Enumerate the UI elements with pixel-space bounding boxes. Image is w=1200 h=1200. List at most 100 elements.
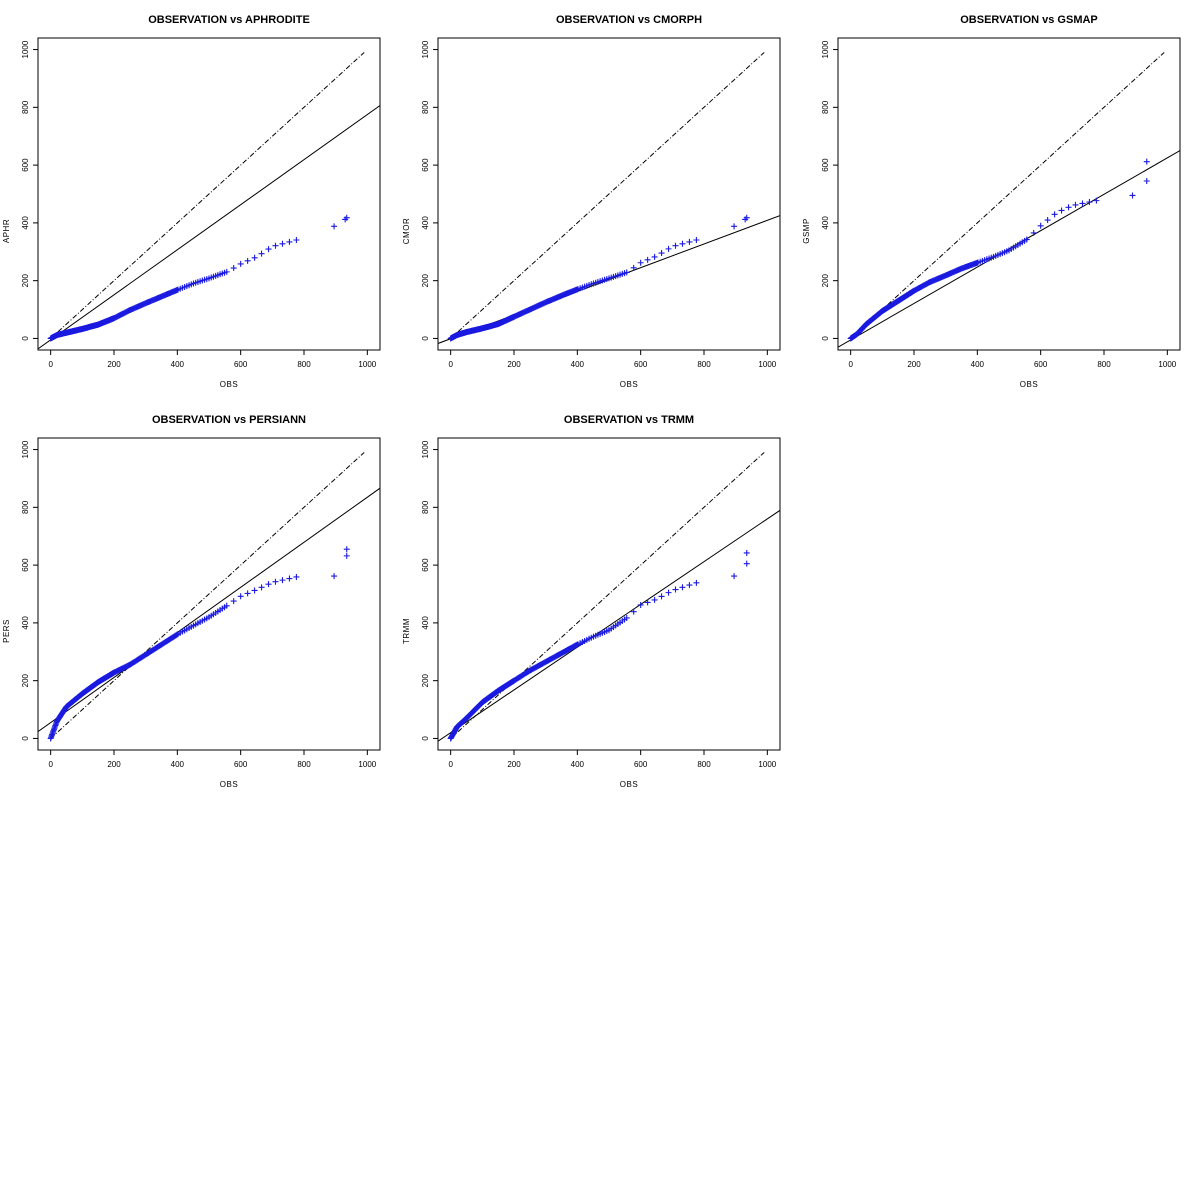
y-tick-label: 0 xyxy=(21,336,30,341)
reference-line xyxy=(450,52,765,339)
plot-frame xyxy=(437,437,781,751)
chart-svg: OBSERVATION vs GSMAP 0 200 400 600 800 1000 0 20… xyxy=(802,14,1181,389)
data-point xyxy=(230,265,237,272)
data-point xyxy=(244,590,251,597)
x-tick-label: 200 xyxy=(507,360,521,369)
data-point xyxy=(1065,204,1072,211)
data-point xyxy=(237,260,244,267)
data-point xyxy=(679,584,686,591)
chart-panel: OBSERVATION vs PERSIANN 0 200 400 600 800 1000… xyxy=(0,400,400,800)
y-tick-label: 600 xyxy=(21,558,30,572)
x-tick-label: 400 xyxy=(971,360,985,369)
data-point xyxy=(658,593,665,600)
data-point xyxy=(630,264,637,271)
data-point xyxy=(343,552,350,559)
data-point xyxy=(1086,199,1093,206)
x-axis-label: OBS xyxy=(220,780,238,789)
y-tick-label: 0 xyxy=(821,336,830,341)
data-point xyxy=(679,240,686,247)
data-point xyxy=(1023,236,1030,243)
data-point xyxy=(244,257,251,264)
x-tick-label: 0 xyxy=(448,760,453,769)
reference-line xyxy=(50,452,365,739)
chart-title: OBSERVATION vs CMORPH xyxy=(556,14,702,26)
plot-area xyxy=(438,52,780,344)
y-axis-label: GSMP xyxy=(802,218,811,244)
data-point xyxy=(230,598,237,605)
chart-title: OBSERVATION vs TRMM xyxy=(564,414,694,426)
y-axis-label: APHR xyxy=(2,219,11,243)
reference-line xyxy=(50,52,365,339)
regression-line xyxy=(38,105,380,350)
y-tick-label: 800 xyxy=(821,100,830,114)
x-tick-label: 1000 xyxy=(358,360,376,369)
data-point xyxy=(743,214,750,221)
data-point xyxy=(272,242,279,249)
chart-title: OBSERVATION vs APHRODITE xyxy=(148,14,310,26)
chart-title: OBSERVATION vs GSMAP xyxy=(960,14,1098,26)
reference-line xyxy=(850,52,1165,339)
y-tick-label: 1000 xyxy=(421,440,430,458)
x-tick-label: 400 xyxy=(171,360,185,369)
plot-frame xyxy=(437,37,781,351)
data-point xyxy=(644,256,651,263)
y-tick-label: 600 xyxy=(21,158,30,172)
y-axis-label: TRMM xyxy=(402,618,411,644)
data-point xyxy=(672,242,679,249)
y-tick-label: 600 xyxy=(821,158,830,172)
y-tick-label: 800 xyxy=(21,100,30,114)
x-axis-label: OBS xyxy=(220,380,238,389)
data-point xyxy=(658,250,665,257)
data-point xyxy=(286,238,293,245)
chart-panel: OBSERVATION vs CMORPH 0 200 400 600 800 1000 0 2… xyxy=(400,0,800,400)
data-point xyxy=(1030,229,1037,236)
x-tick-label: 200 xyxy=(907,360,921,369)
x-tick-label: 200 xyxy=(507,760,521,769)
x-tick-label: 1000 xyxy=(1158,360,1176,369)
data-point xyxy=(1044,217,1051,224)
x-tick-label: 800 xyxy=(1097,360,1111,369)
y-tick-label: 400 xyxy=(821,216,830,230)
y-tick-label: 0 xyxy=(421,336,430,341)
x-tick-label: 600 xyxy=(234,360,248,369)
x-tick-label: 0 xyxy=(448,360,453,369)
y-tick-label: 400 xyxy=(421,216,430,230)
data-point xyxy=(331,223,338,230)
plot-frame xyxy=(37,437,381,751)
chart-svg: OBSERVATION vs PERSIANN 0 200 400 600 800 1000… xyxy=(2,414,381,789)
data-point xyxy=(1051,211,1058,218)
data-point xyxy=(223,602,230,609)
plot-area xyxy=(38,52,380,350)
x-tick-label: 800 xyxy=(297,760,311,769)
data-point xyxy=(331,573,338,580)
data-point xyxy=(1129,192,1136,199)
data-point xyxy=(237,593,244,600)
data-point xyxy=(279,577,286,584)
chart-svg: OBSERVATION vs APHRODITE 0 200 400 600 800 100… xyxy=(2,14,381,389)
data-point xyxy=(272,578,279,585)
y-tick-label: 200 xyxy=(21,673,30,687)
y-tick-label: 400 xyxy=(21,216,30,230)
data-point xyxy=(693,579,700,586)
data-point xyxy=(258,250,265,257)
chart-title: OBSERVATION vs PERSIANN xyxy=(152,414,306,426)
data-point xyxy=(623,614,630,621)
data-point xyxy=(223,268,230,275)
y-tick-label: 800 xyxy=(421,100,430,114)
chart-panel: OBSERVATION vs APHRODITE 0 200 400 600 800 100… xyxy=(0,0,400,400)
x-axis-label: OBS xyxy=(620,780,638,789)
data-point xyxy=(731,223,738,230)
data-point xyxy=(672,586,679,593)
data-point xyxy=(1072,201,1079,208)
y-axis-label: PERS xyxy=(2,619,11,643)
x-tick-label: 600 xyxy=(1034,360,1048,369)
data-point xyxy=(686,582,693,589)
data-point xyxy=(743,560,750,567)
chart-svg: OBSERVATION vs TRMM 0 200 400 600 800 1000 0 200… xyxy=(402,414,781,789)
y-tick-label: 400 xyxy=(421,616,430,630)
x-tick-label: 800 xyxy=(297,360,311,369)
y-tick-label: 1000 xyxy=(421,40,430,58)
y-tick-label: 400 xyxy=(21,616,30,630)
data-point xyxy=(665,589,672,596)
